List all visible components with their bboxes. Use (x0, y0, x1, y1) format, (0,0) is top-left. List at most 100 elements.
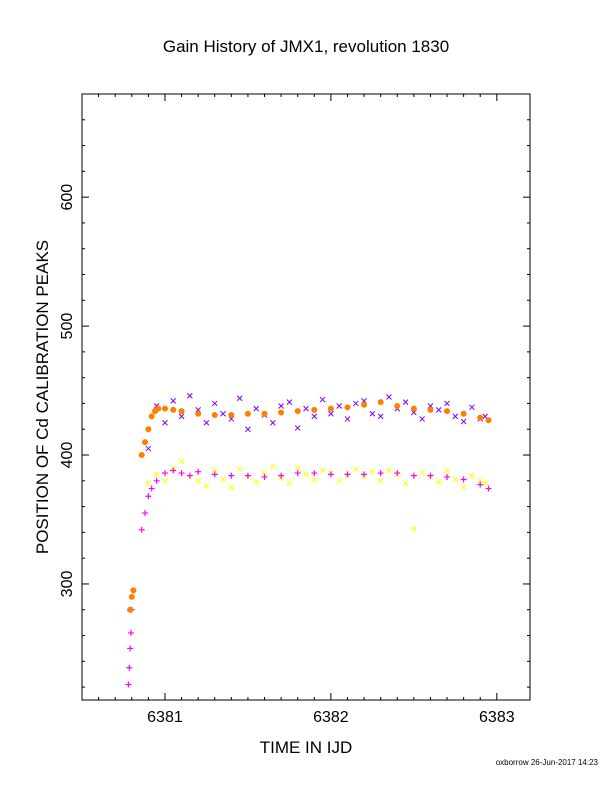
data-point (148, 413, 155, 420)
data-point (303, 405, 309, 412)
data-point (125, 681, 132, 688)
data-point (377, 477, 384, 484)
data-point (469, 404, 475, 411)
data-point (170, 467, 177, 474)
data-point (311, 413, 318, 420)
data-point (452, 413, 459, 420)
data-point (228, 412, 235, 419)
data-point (311, 406, 318, 413)
data-point (145, 493, 152, 500)
data-point (477, 481, 484, 488)
data-point (294, 425, 301, 431)
data-point (161, 405, 168, 412)
data-point (328, 410, 334, 417)
data-point (127, 606, 134, 613)
data-point (130, 587, 137, 594)
data-point (261, 410, 268, 417)
data-point (460, 410, 467, 417)
data-point (211, 467, 218, 474)
data-point (195, 410, 202, 417)
data-point (220, 476, 226, 483)
data-point (319, 396, 326, 403)
data-point (319, 467, 326, 474)
data-point (236, 466, 243, 473)
data-point (178, 458, 185, 465)
data-point (402, 480, 409, 487)
footer-credit: oxborrow 26-Jun-2017 14:23 (495, 758, 598, 767)
data-point (410, 525, 417, 532)
data-point (261, 470, 268, 476)
data-point (452, 476, 459, 483)
data-point (444, 400, 450, 407)
data-point (361, 401, 368, 408)
data-point (211, 400, 218, 407)
data-point (203, 419, 210, 426)
data-point (336, 403, 343, 409)
y-tick-label: 300 (59, 571, 76, 598)
data-point (186, 392, 193, 399)
data-point (394, 470, 401, 477)
x-tick-label: 6381 (147, 709, 183, 726)
series-2 (125, 467, 492, 688)
data-point (419, 416, 426, 422)
data-point (142, 439, 149, 446)
data-point (203, 483, 210, 489)
data-point (361, 471, 368, 478)
data-point (127, 629, 134, 636)
data-point (469, 472, 475, 479)
data-point (444, 408, 451, 415)
series-1 (145, 458, 489, 532)
data-point (394, 403, 401, 410)
data-point (286, 399, 293, 406)
data-point (369, 410, 376, 417)
data-point (253, 479, 260, 485)
data-point (427, 472, 434, 479)
data-point (303, 471, 309, 478)
data-point (278, 409, 285, 416)
data-point (460, 476, 467, 483)
data-point (127, 645, 134, 652)
y-tick-label: 600 (59, 184, 76, 211)
data-point (352, 466, 359, 473)
y-tick-label: 500 (59, 313, 76, 340)
data-point (477, 477, 484, 484)
data-point (145, 480, 152, 487)
data-point (138, 526, 145, 533)
data-point (386, 394, 392, 400)
data-point (444, 467, 450, 474)
data-point (269, 463, 276, 470)
data-point (178, 413, 185, 420)
data-point (186, 472, 193, 479)
y-axis-label: POSITION OF Cd CALIBRATION PEAKS (33, 240, 52, 554)
data-point (294, 465, 301, 471)
data-point (244, 410, 251, 417)
data-point (344, 404, 351, 411)
data-point (427, 406, 434, 413)
data-point (386, 467, 392, 474)
data-point (377, 399, 384, 406)
data-point (286, 480, 293, 487)
data-point (377, 413, 384, 420)
data-point (369, 468, 376, 475)
data-point (294, 408, 301, 415)
data-point (419, 470, 426, 476)
data-point (155, 405, 162, 412)
data-point (460, 484, 467, 491)
data-point (220, 410, 226, 417)
chart-title: Gain History of JMX1, revolution 1830 (163, 37, 449, 56)
data-point (311, 470, 318, 477)
data-point (170, 406, 177, 413)
data-point (435, 407, 442, 413)
series-3 (127, 399, 492, 613)
data-point (278, 403, 284, 409)
data-point (482, 480, 489, 487)
y-tick-label: 400 (59, 442, 76, 469)
x-tick-label: 6383 (479, 709, 515, 726)
ticks-layer: 6381 6382 6383 300 400 500 600 (59, 94, 530, 726)
data-point (153, 471, 160, 478)
data-point (211, 412, 218, 419)
data-point (145, 445, 152, 452)
series-0 (145, 392, 489, 452)
data-point (336, 477, 343, 484)
